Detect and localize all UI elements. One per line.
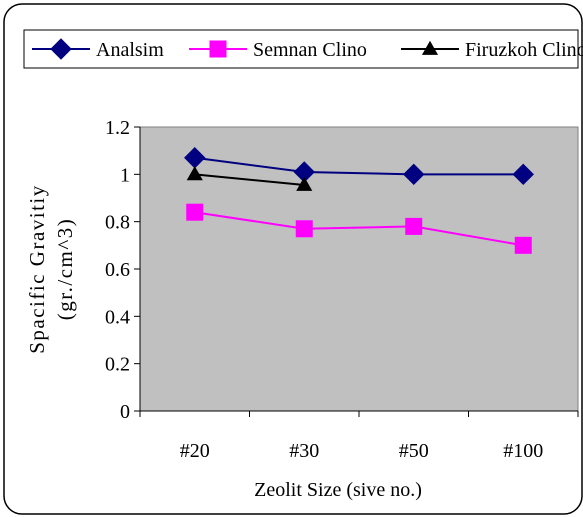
data-point [514,236,532,254]
series-line [194,173,305,186]
data-point [186,166,203,181]
legend-marker [421,40,439,55]
legend-entry: Semnan Clino [189,39,367,61]
legend-label: Firuzkoh Clino [465,39,583,61]
legend-marker [209,40,227,58]
legend-entry: Analsim [32,38,164,61]
plot-area [139,126,579,412]
y-tick-label: 0 [120,401,130,423]
legend-label: Semnan Clino [253,39,367,61]
x-axis-title: Zeolit Size (sive no.) [254,479,422,501]
data-point [403,163,425,186]
x-tick-label: #30 [289,440,319,462]
y-tick-label: 0.2 [105,354,130,376]
legend-entry: Firuzkoh Clino [401,39,583,61]
series-line [194,156,524,176]
y-axis-title-line1: Spacific Gravitiy [25,184,49,354]
y-tick-label: 0.4 [105,306,130,328]
legend-box [23,29,579,69]
y-tick-label: 1 [120,164,130,186]
x-tick-label: #20 [180,440,210,462]
series-firuzkoh-clino [186,166,313,191]
data-point [295,220,313,238]
legend-label: Analsim [96,39,164,61]
data-point [296,176,313,191]
y-tick-label: 0.8 [105,212,130,234]
legend-marker [50,38,72,60]
x-tick-label: #100 [503,440,543,462]
y-tick-label: 1.2 [105,117,130,139]
data-point [405,217,423,235]
legend: Analsim Semnan Clino Firuzkoh Clino [23,29,583,69]
x-tick-label: #50 [399,440,429,462]
data-point [512,163,534,186]
series-line [194,211,524,247]
data-point [186,203,204,221]
y-tick-label: 0.6 [105,259,130,281]
series-analsim [184,147,534,186]
y-axis-title-line2: (gr./cm^3) [53,218,77,320]
series-semnan-clino [186,203,532,254]
